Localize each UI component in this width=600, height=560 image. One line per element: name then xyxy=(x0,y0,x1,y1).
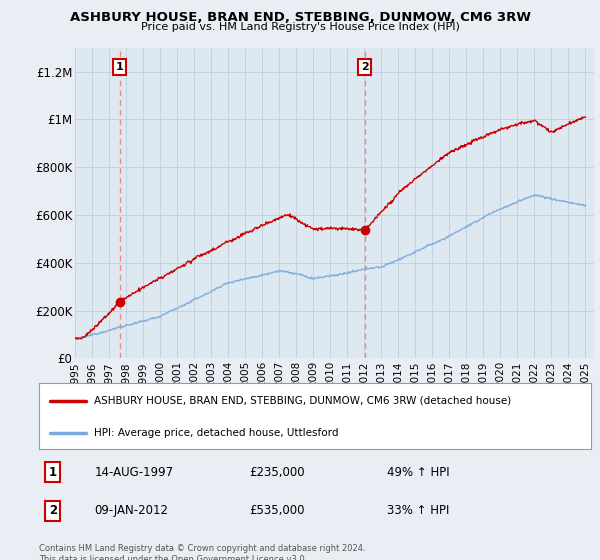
Text: ASHBURY HOUSE, BRAN END, STEBBING, DUNMOW, CM6 3RW: ASHBURY HOUSE, BRAN END, STEBBING, DUNMO… xyxy=(70,11,530,24)
Text: 49% ↑ HPI: 49% ↑ HPI xyxy=(387,465,449,479)
Text: 1: 1 xyxy=(49,465,57,479)
Text: HPI: Average price, detached house, Uttlesford: HPI: Average price, detached house, Uttl… xyxy=(94,428,339,437)
Text: 33% ↑ HPI: 33% ↑ HPI xyxy=(387,504,449,517)
Text: ASHBURY HOUSE, BRAN END, STEBBING, DUNMOW, CM6 3RW (detached house): ASHBURY HOUSE, BRAN END, STEBBING, DUNMO… xyxy=(94,396,511,406)
Text: £535,000: £535,000 xyxy=(249,504,304,517)
Text: 09-JAN-2012: 09-JAN-2012 xyxy=(94,504,168,517)
Text: 1: 1 xyxy=(116,62,124,72)
Text: 14-AUG-1997: 14-AUG-1997 xyxy=(94,465,173,479)
Text: 2: 2 xyxy=(49,504,57,517)
Text: Price paid vs. HM Land Registry's House Price Index (HPI): Price paid vs. HM Land Registry's House … xyxy=(140,22,460,32)
Text: Contains HM Land Registry data © Crown copyright and database right 2024.
This d: Contains HM Land Registry data © Crown c… xyxy=(39,544,365,560)
Text: 2: 2 xyxy=(361,62,368,72)
Text: £235,000: £235,000 xyxy=(249,465,304,479)
